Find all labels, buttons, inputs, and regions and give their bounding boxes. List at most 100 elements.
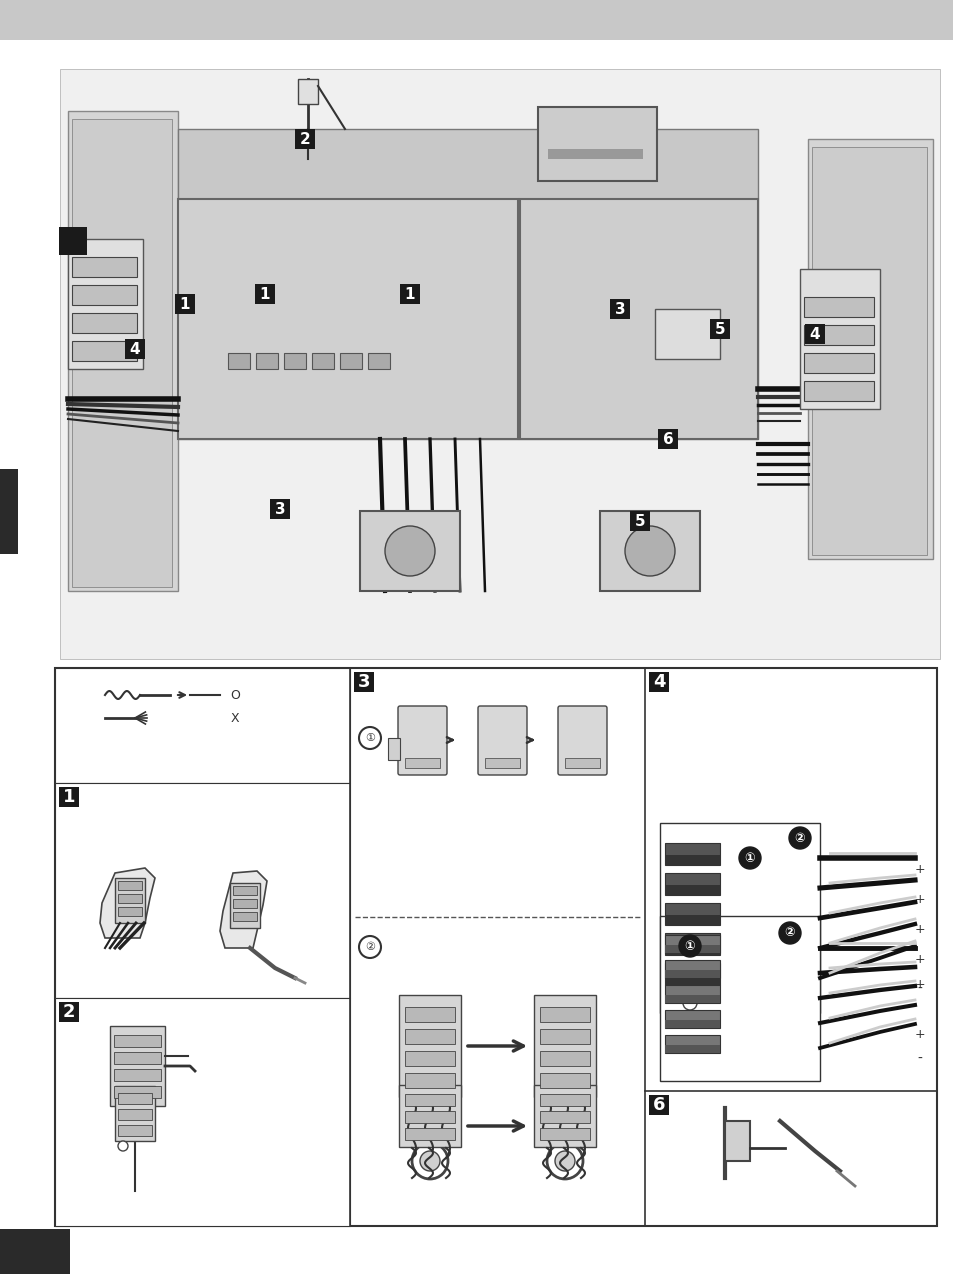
Text: +: +	[914, 862, 924, 877]
Text: 5: 5	[634, 513, 644, 529]
Text: ①: ①	[684, 939, 695, 953]
Polygon shape	[100, 868, 154, 938]
Bar	[539, 1094, 589, 1106]
Bar	[113, 1069, 161, 1082]
Text: 2: 2	[63, 1003, 75, 1020]
Bar	[564, 758, 599, 768]
Bar	[312, 353, 334, 369]
Bar	[547, 149, 642, 159]
FancyBboxPatch shape	[558, 706, 606, 775]
Bar	[803, 297, 873, 317]
Text: 3: 3	[274, 502, 285, 516]
FancyBboxPatch shape	[398, 1085, 460, 1147]
Bar	[233, 899, 256, 908]
Bar	[664, 903, 720, 925]
Bar	[629, 511, 649, 531]
FancyBboxPatch shape	[534, 995, 596, 1097]
Bar	[803, 381, 873, 401]
Bar	[655, 310, 720, 359]
Circle shape	[555, 1150, 575, 1171]
Bar	[55, 668, 350, 784]
Bar	[405, 1094, 455, 1106]
Bar	[664, 1034, 720, 1054]
Circle shape	[739, 847, 760, 869]
Text: +: +	[914, 1028, 924, 1041]
Bar	[664, 933, 720, 956]
Bar	[664, 985, 720, 1003]
Circle shape	[788, 827, 810, 848]
Bar	[664, 970, 720, 978]
FancyBboxPatch shape	[534, 1085, 596, 1147]
Bar	[709, 318, 729, 339]
Bar	[118, 882, 142, 891]
Text: 6: 6	[652, 1096, 664, 1113]
Bar	[113, 1034, 161, 1047]
Bar	[658, 429, 678, 448]
Bar	[71, 341, 137, 361]
Text: 5: 5	[714, 321, 724, 336]
Bar	[484, 758, 519, 768]
Text: 3: 3	[357, 673, 370, 691]
Bar	[648, 1094, 668, 1115]
Bar	[55, 784, 350, 998]
Text: 6: 6	[662, 432, 673, 446]
Bar	[609, 299, 629, 318]
Bar	[724, 1121, 749, 1161]
Bar	[664, 1010, 720, 1028]
Bar	[807, 139, 932, 559]
Bar	[405, 1029, 455, 1043]
Text: ②: ②	[794, 832, 804, 845]
Bar	[174, 294, 194, 313]
Bar	[659, 916, 820, 1082]
FancyBboxPatch shape	[397, 706, 447, 775]
Bar	[359, 511, 459, 591]
Bar	[664, 855, 720, 865]
FancyBboxPatch shape	[537, 107, 657, 181]
Bar	[178, 199, 517, 440]
Bar	[71, 118, 172, 587]
Text: +: +	[914, 953, 924, 966]
Text: 1: 1	[259, 287, 270, 302]
Bar	[115, 878, 145, 922]
Bar	[664, 1020, 720, 1028]
Bar	[803, 353, 873, 373]
Bar	[233, 885, 256, 896]
Bar	[71, 257, 137, 276]
Bar	[405, 758, 439, 768]
Bar	[113, 1085, 161, 1098]
Bar	[297, 79, 317, 104]
Text: +: +	[914, 978, 924, 991]
Bar	[399, 284, 419, 304]
Text: ②: ②	[365, 941, 375, 952]
Text: 4: 4	[809, 326, 820, 341]
Circle shape	[385, 526, 435, 576]
Bar	[59, 1001, 79, 1022]
Bar	[254, 284, 274, 304]
Bar	[800, 269, 879, 409]
Bar	[664, 995, 720, 1003]
Bar	[233, 912, 256, 921]
Circle shape	[118, 1142, 128, 1150]
Bar	[664, 963, 720, 985]
Bar	[0, 0, 953, 39]
Bar	[55, 668, 936, 1226]
Bar	[539, 1006, 589, 1022]
Bar	[664, 945, 720, 953]
Bar	[59, 787, 79, 806]
Text: 1: 1	[179, 297, 190, 312]
Bar	[664, 885, 720, 896]
FancyBboxPatch shape	[398, 995, 460, 1097]
Text: -: -	[917, 1052, 922, 1066]
Bar	[539, 1051, 589, 1066]
Bar	[811, 147, 926, 555]
Circle shape	[679, 935, 700, 957]
Bar	[125, 339, 145, 359]
Bar	[339, 353, 361, 369]
Bar	[664, 935, 720, 953]
Bar	[115, 1085, 154, 1142]
Bar	[59, 227, 87, 255]
Bar	[68, 111, 178, 591]
Bar	[405, 1111, 455, 1122]
Bar	[255, 353, 277, 369]
Bar	[294, 129, 314, 149]
